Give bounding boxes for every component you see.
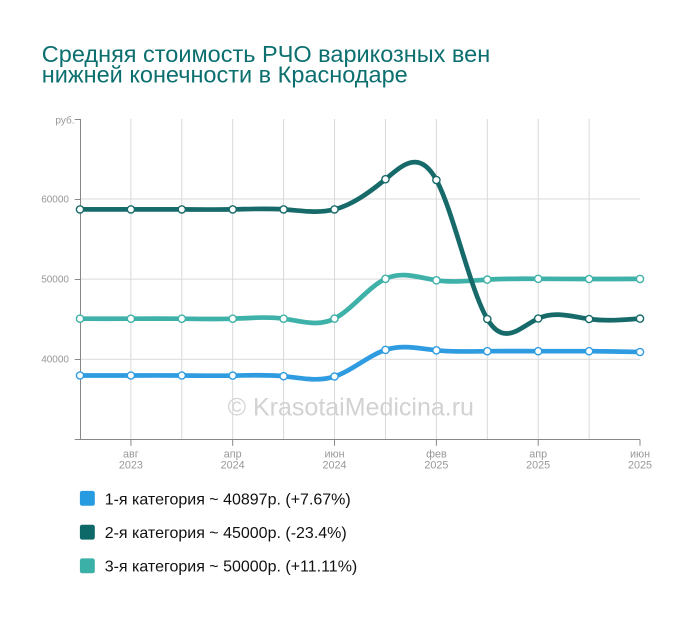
svg-text:апр: апр xyxy=(529,448,547,460)
svg-text:апр: апр xyxy=(224,448,242,460)
svg-text:июн: июн xyxy=(324,448,344,460)
svg-text:фев: фев xyxy=(426,448,447,460)
svg-text:2-я категория ~ 45000р. (-23.4: 2-я категория ~ 45000р. (-23.4%) xyxy=(105,525,347,542)
svg-text:2024: 2024 xyxy=(322,459,346,471)
svg-text:60000: 60000 xyxy=(41,194,69,205)
svg-text:1-я категория ~ 40897р. (+7.67: 1-я категория ~ 40897р. (+7.67%) xyxy=(105,491,351,508)
svg-text:40000: 40000 xyxy=(41,355,69,366)
svg-text:нижней конечности в Краснодаре: нижней конечности в Краснодаре xyxy=(42,61,408,87)
svg-text:авг: авг xyxy=(123,448,139,460)
svg-text:руб.: руб. xyxy=(55,114,74,126)
svg-text:2025: 2025 xyxy=(628,459,652,471)
svg-text:2024: 2024 xyxy=(221,459,245,471)
svg-text:июн: июн xyxy=(630,448,650,460)
svg-text:2023: 2023 xyxy=(119,459,143,471)
svg-text:Средняя стоимость РЧО варикозн: Средняя стоимость РЧО варикозных вен xyxy=(42,41,490,67)
svg-text:50000: 50000 xyxy=(41,275,69,286)
svg-text:© KrasotaiMedicina.ru: © KrasotaiMedicina.ru xyxy=(228,394,474,422)
svg-text:2025: 2025 xyxy=(424,459,448,471)
svg-text:2025: 2025 xyxy=(526,459,550,471)
svg-text:3-я категория ~ 50000р. (+11.1: 3-я категория ~ 50000р. (+11.11%) xyxy=(105,559,358,576)
